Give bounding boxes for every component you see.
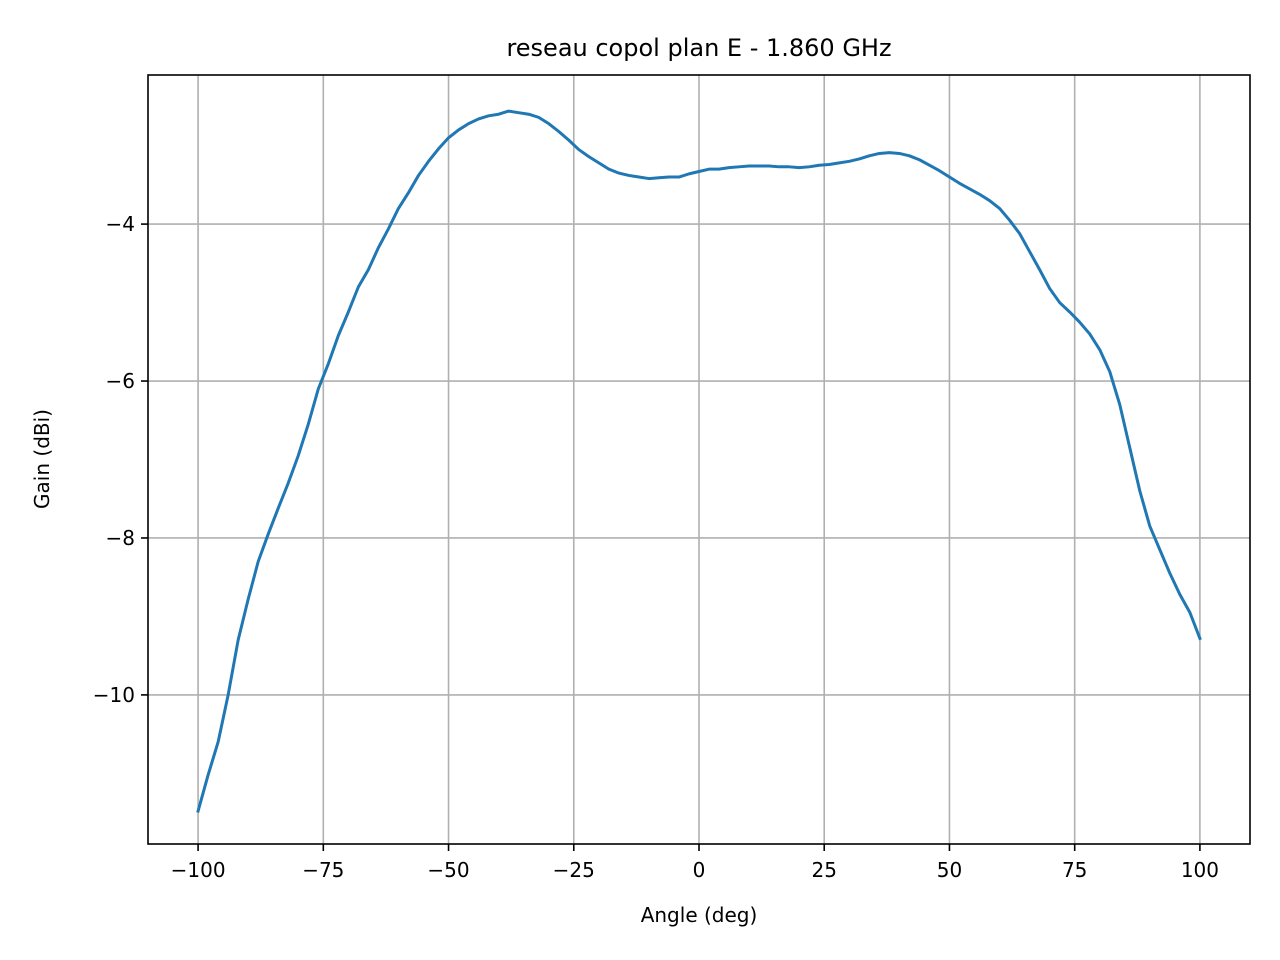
y-tick-label: −10 bbox=[93, 683, 135, 707]
x-tick-label: 0 bbox=[693, 858, 706, 882]
series-layer bbox=[196, 109, 1202, 813]
x-tick-label: −50 bbox=[427, 858, 469, 882]
x-tick-label: 100 bbox=[1181, 858, 1219, 882]
y-tick-label: −8 bbox=[106, 526, 135, 550]
y-tick-label: −4 bbox=[106, 212, 135, 236]
x-tick-label: −75 bbox=[302, 858, 344, 882]
x-axis-ticks: −100 −75 −50 −25 0 25 50 75 100 bbox=[171, 844, 1219, 882]
y-axis-label: Gain (dBi) bbox=[30, 409, 54, 509]
y-axis-ticks: −10 −8 −6 −4 bbox=[93, 212, 148, 707]
x-tick-label: −25 bbox=[553, 858, 595, 882]
x-axis-label: Angle (deg) bbox=[641, 903, 758, 927]
x-tick-label: 75 bbox=[1062, 858, 1087, 882]
chart-title: reseau copol plan E - 1.860 GHz bbox=[506, 34, 891, 62]
series-line-0 bbox=[196, 109, 1202, 813]
x-tick-label: 25 bbox=[812, 858, 837, 882]
y-tick-label: −6 bbox=[106, 369, 135, 393]
x-tick-label: 50 bbox=[937, 858, 962, 882]
grid bbox=[148, 75, 1250, 844]
x-tick-label: −100 bbox=[171, 858, 226, 882]
